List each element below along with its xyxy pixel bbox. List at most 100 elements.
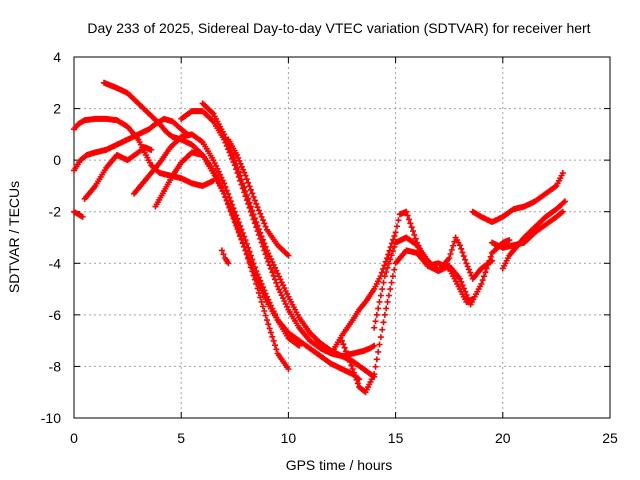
- data-point: [270, 337, 277, 344]
- data-point: [380, 319, 387, 326]
- data-point: [259, 217, 266, 224]
- data-point: [269, 269, 276, 276]
- data-point: [225, 260, 232, 267]
- data-point: [247, 203, 254, 210]
- data-point: [376, 341, 383, 348]
- data-point: [269, 333, 276, 340]
- data-point: [239, 240, 246, 247]
- data-point: [239, 180, 246, 187]
- data-series-1: [71, 115, 217, 189]
- y-tick-label: -6: [49, 307, 62, 323]
- data-point: [272, 276, 278, 283]
- data-point: [464, 263, 471, 270]
- data-point: [463, 260, 470, 267]
- data-point: [373, 311, 380, 318]
- data-point: [458, 278, 465, 285]
- data-point: [229, 150, 236, 157]
- data-point: [245, 195, 252, 202]
- y-tick-label: -2: [49, 204, 62, 220]
- data-point: [262, 223, 269, 230]
- data-point: [478, 280, 485, 287]
- data-point: [285, 366, 292, 373]
- data-point: [250, 193, 257, 200]
- data-point: [348, 362, 355, 369]
- data-point: [230, 153, 237, 160]
- data-point: [559, 170, 566, 177]
- data-series-3: [71, 208, 86, 220]
- data-point: [385, 292, 392, 299]
- data-point: [225, 201, 232, 208]
- data-point: [559, 208, 566, 215]
- data-point: [259, 303, 266, 310]
- data-point: [234, 164, 241, 171]
- data-point: [375, 348, 382, 355]
- data-point: [227, 208, 234, 215]
- data-point: [385, 260, 392, 267]
- data-series-13: [339, 237, 513, 396]
- data-point: [272, 342, 278, 349]
- data-point: [270, 272, 277, 279]
- data-point: [387, 256, 394, 263]
- data-point: [247, 261, 254, 268]
- data-series-2: [71, 115, 191, 174]
- data-point: [389, 248, 396, 255]
- data-point: [258, 233, 265, 240]
- plot-area-frame: [73, 56, 611, 419]
- data-point: [341, 344, 348, 351]
- data-point: [262, 312, 269, 319]
- data-point: [351, 369, 358, 376]
- y-tick-label: 4: [53, 49, 61, 65]
- data-point: [463, 291, 470, 298]
- data-point: [226, 204, 233, 211]
- data-point: [458, 245, 465, 252]
- data-point: [379, 286, 386, 293]
- data-point: [343, 348, 350, 355]
- data-point: [410, 228, 417, 235]
- data-point: [243, 191, 250, 198]
- data-point: [379, 326, 386, 333]
- data-point: [450, 242, 457, 249]
- data-point: [221, 131, 228, 138]
- data-point: [462, 288, 469, 295]
- data-point: [381, 311, 388, 318]
- data-point: [467, 269, 474, 276]
- data-point: [259, 236, 266, 243]
- data-point: [257, 229, 264, 236]
- data-point: [233, 222, 240, 229]
- data-point: [249, 190, 256, 197]
- data-point: [79, 213, 86, 220]
- x-axis-label: GPS time / hours: [286, 457, 393, 473]
- data-point: [446, 255, 453, 262]
- data-point: [246, 199, 253, 206]
- data-series-12: [328, 208, 476, 357]
- data-point: [388, 252, 395, 259]
- data-point: [257, 294, 264, 301]
- data-point: [403, 208, 410, 215]
- data-point: [460, 285, 467, 292]
- data-point: [387, 286, 394, 293]
- data-point: [222, 194, 229, 201]
- data-point: [382, 258, 389, 265]
- data-point: [258, 298, 265, 305]
- data-point: [261, 220, 268, 227]
- data-point: [381, 273, 388, 280]
- data-point: [345, 355, 352, 362]
- data-point: [377, 292, 384, 299]
- data-point: [394, 223, 401, 230]
- data-point: [261, 240, 268, 247]
- data-point: [381, 262, 388, 269]
- data-point: [238, 236, 245, 243]
- y-tick-label: 0: [53, 152, 61, 168]
- data-point: [456, 275, 463, 282]
- data-point: [462, 256, 469, 263]
- data-point: [242, 172, 249, 179]
- data-point: [235, 229, 242, 236]
- data-point: [221, 190, 228, 197]
- data-point: [222, 183, 229, 190]
- data-series-4: [81, 144, 155, 202]
- data-series-10: [218, 247, 232, 267]
- data-point: [380, 265, 387, 272]
- data-series-7: [152, 149, 363, 383]
- data-series-14: [371, 234, 496, 331]
